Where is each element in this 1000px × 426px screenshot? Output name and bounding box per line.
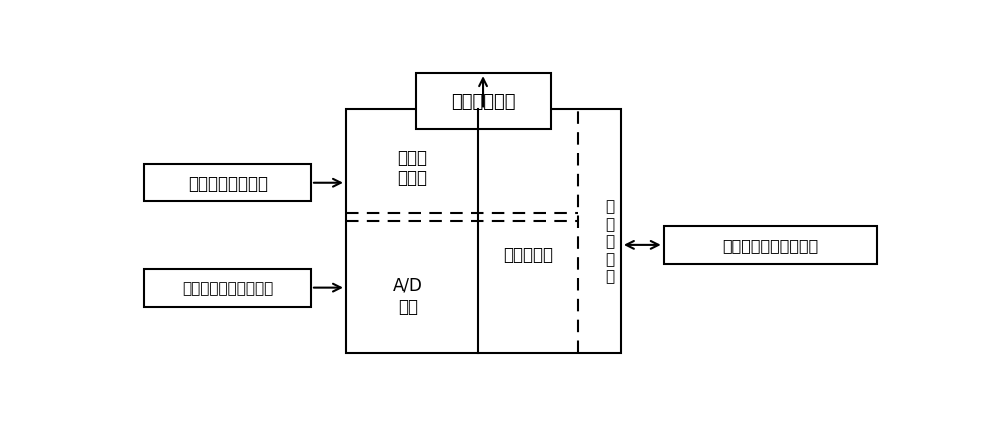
Bar <box>144 269 311 307</box>
Text: A/D
管脚: A/D 管脚 <box>393 276 423 315</box>
Text: 电压电流采样调理电路: 电压电流采样调理电路 <box>182 281 273 296</box>
Text: 中央处理器: 中央处理器 <box>503 245 553 263</box>
Text: 显
示
屏
接
口: 显 示 屏 接 口 <box>605 199 614 284</box>
Bar <box>416 74 551 130</box>
Text: 转速检测整形电路: 转速检测整形电路 <box>188 174 268 192</box>
Bar <box>346 110 621 353</box>
Text: 励磁驱动电路: 励磁驱动电路 <box>451 93 516 111</box>
Bar <box>144 164 311 202</box>
Text: 外部中
断管脚: 外部中 断管脚 <box>397 148 427 187</box>
Text: 触摸液晶显示屏显示屏: 触摸液晶显示屏显示屏 <box>722 238 818 253</box>
Bar <box>664 227 877 264</box>
